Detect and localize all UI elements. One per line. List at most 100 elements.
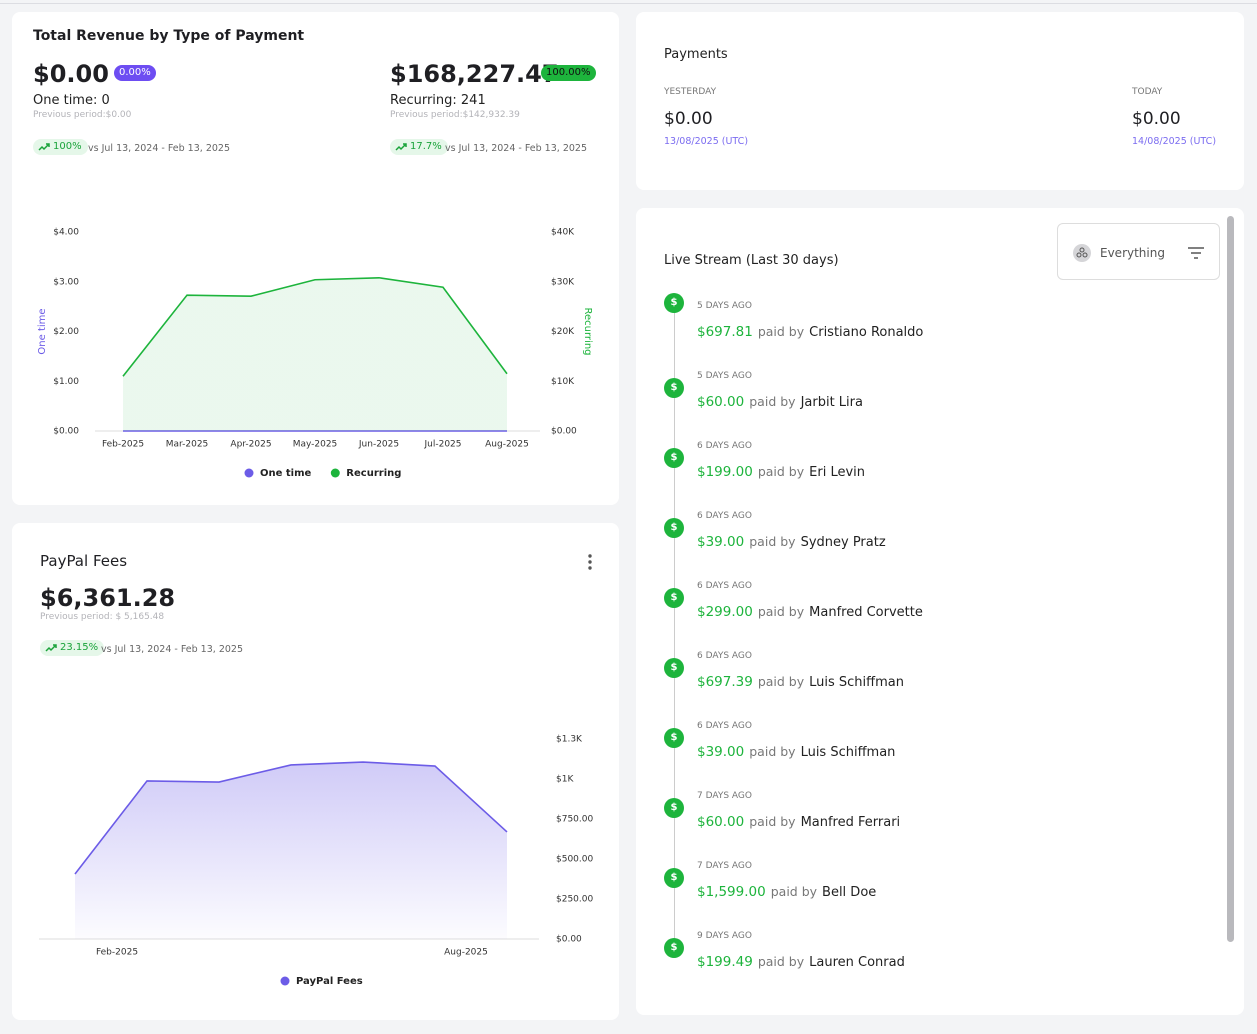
x-tick-label: Aug-2025 xyxy=(485,440,529,450)
paid-icon: $ xyxy=(664,798,684,818)
paid-icon: $ xyxy=(664,868,684,888)
amount: $697.81 xyxy=(697,324,753,340)
card-title: Total Revenue by Type of Payment xyxy=(33,28,305,44)
range: vs Jul 13, 2024 - Feb 13, 2025 xyxy=(88,143,230,154)
y2-axis-title: Recurring xyxy=(582,308,593,356)
payer-name: Luis Schiffman xyxy=(809,675,904,690)
x-tick-label: Jun-2025 xyxy=(358,440,399,450)
area xyxy=(75,762,507,939)
payer-name: Lauren Conrad xyxy=(809,955,905,970)
y2-tick-label: $0.00 xyxy=(551,427,577,437)
y-tick-label: $0.00 xyxy=(53,427,79,437)
legend-label: One time xyxy=(260,468,312,479)
paid-by: paid by xyxy=(757,324,805,339)
card-title: PayPal Fees xyxy=(40,552,128,570)
y2-tick-label: $40K xyxy=(551,228,575,238)
scrollbar[interactable] xyxy=(1227,216,1234,942)
timeline-line xyxy=(674,458,675,528)
paypal-chart: $0.00 $250.00 $500.00 $750.00 $1K $1.3K Feb-20… xyxy=(39,735,593,987)
amount: $0.00 xyxy=(33,60,109,88)
timeline-line xyxy=(674,808,675,878)
filter-select[interactable] xyxy=(1057,223,1220,280)
x-tick-label: Jul-2025 xyxy=(423,440,461,450)
amount: $299.00 xyxy=(697,604,753,620)
y2-tick-label: $10K xyxy=(551,377,575,387)
paid-by: paid by xyxy=(749,814,796,829)
line xyxy=(122,276,508,377)
x-tick-label: Mar-2025 xyxy=(166,440,209,450)
amount: $697.39 xyxy=(697,674,753,690)
amount: $6,361.28 xyxy=(40,584,176,612)
timeline-line xyxy=(674,303,675,388)
paid-by: paid by xyxy=(749,394,796,409)
date: 13/08/2025 (UTC) xyxy=(664,136,749,147)
amount: $168,227.47 xyxy=(390,60,559,88)
legend-dot xyxy=(244,468,254,478)
trend-value: 17.7% xyxy=(410,141,442,152)
x-tick-label: May-2025 xyxy=(293,440,338,450)
payer-name: Manfred Ferrari xyxy=(800,815,901,830)
y-axis-title: One time xyxy=(37,308,48,354)
trend-icon xyxy=(45,644,57,652)
range: vs Jul 13, 2024 - Feb 13, 2025 xyxy=(445,143,587,154)
payer-name: Jarbit Lira xyxy=(800,395,863,410)
amount: $39.00 xyxy=(697,744,745,760)
x-tick-label: Aug-2025 xyxy=(444,948,488,958)
filter-label: Everything xyxy=(1100,246,1165,260)
amount: $60.00 xyxy=(697,814,745,830)
previous-period: Previous period: $ 5,165.48 xyxy=(40,612,165,622)
time-ago: 6 DAYS AGO xyxy=(697,441,752,451)
filter-lines-icon[interactable] xyxy=(1187,246,1205,260)
count-label: Recurring: 241 xyxy=(390,93,486,108)
legend-label: PayPal Fees xyxy=(296,976,363,987)
trend-icon xyxy=(38,143,50,151)
trend-pill: 23.15% xyxy=(40,640,105,656)
paid-icon: $ xyxy=(664,448,684,468)
previous-period: Previous period:$142,932.39 xyxy=(390,110,520,120)
y2-tick-label: $20K xyxy=(551,327,575,337)
y2-tick-label: $750.00 xyxy=(556,815,593,825)
stream-row: $697.39 paid by Luis Schiffman xyxy=(697,674,904,690)
legend-label: Recurring xyxy=(346,468,401,479)
legend-dot xyxy=(330,468,340,478)
payer-name: Eri Levin xyxy=(809,465,865,480)
paid-by: paid by xyxy=(757,464,805,479)
time-ago: 7 DAYS AGO xyxy=(697,861,752,871)
time-ago: 7 DAYS AGO xyxy=(697,791,752,801)
y-tick-label: $1.00 xyxy=(53,377,79,387)
menu-icon[interactable] xyxy=(585,553,595,571)
payer-name: Manfred Corvette xyxy=(809,605,923,620)
paid-by: paid by xyxy=(749,744,796,759)
stream-row: $60.00 paid by Manfred Ferrari xyxy=(697,814,900,830)
amount: $0.00 xyxy=(664,109,713,129)
paid-icon: $ xyxy=(664,588,684,608)
timeline-line xyxy=(674,598,675,668)
amount: $1,599.00 xyxy=(697,884,766,900)
amount: $39.00 xyxy=(697,534,745,550)
paid-by: paid by xyxy=(757,604,805,619)
amount: $60.00 xyxy=(697,394,745,410)
area xyxy=(123,277,507,431)
trend-value: 23.15% xyxy=(60,642,99,653)
time-ago: 6 DAYS AGO xyxy=(697,511,752,521)
stream-row: $199.49 paid by Lauren Conrad xyxy=(697,954,905,970)
paid-icon: $ xyxy=(664,658,684,678)
payer-name: Sydney Pratz xyxy=(800,535,886,550)
paid-by: paid by xyxy=(770,884,818,899)
trend-pill: 100% xyxy=(33,139,88,155)
paid-by: paid by xyxy=(757,674,805,689)
x-tick-label: Feb-2025 xyxy=(102,440,144,450)
stream-row: $60.00 paid by Jarbit Lira xyxy=(697,394,863,410)
live-stream-card xyxy=(636,208,1244,1015)
y2-tick-label: $1K xyxy=(556,775,574,785)
time-ago: 5 DAYS AGO xyxy=(697,371,752,381)
stream-row: $299.00 paid by Manfred Corvette xyxy=(697,604,923,620)
stream-row: $39.00 paid by Luis Schiffman xyxy=(697,744,895,760)
time-ago: 6 DAYS AGO xyxy=(697,581,752,591)
period-label: YESTERDAY xyxy=(664,87,717,97)
timeline-line xyxy=(674,738,675,808)
payments-card xyxy=(636,12,1244,190)
paid-icon: $ xyxy=(664,728,684,748)
time-ago: 9 DAYS AGO xyxy=(697,931,752,941)
stream-row: $1,599.00 paid by Bell Doe xyxy=(697,884,876,900)
